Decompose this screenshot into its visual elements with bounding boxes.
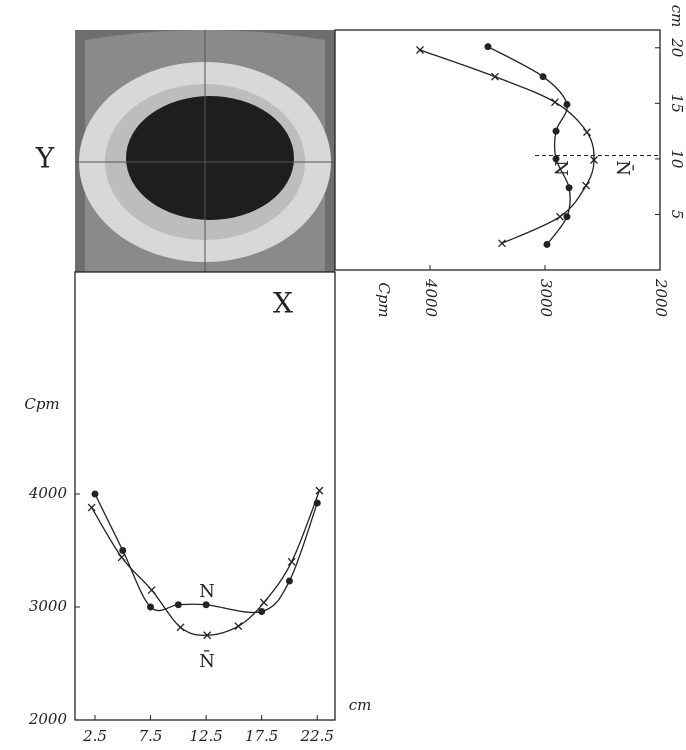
axis-label: Cpm [24,395,59,413]
y-tick-label: 10 [668,149,686,169]
dot [258,608,265,615]
dot [119,547,126,554]
axis-label: Cpm [375,282,393,317]
cross [316,487,323,494]
cross [148,587,155,594]
cross [556,213,563,220]
series-line [92,491,320,636]
figure: Y X 4000 3000 2000 5 10 15 20 Cpm cm N N̄ 2.5 7.5 12.… [0,0,686,750]
photo [75,30,335,272]
cross [118,554,125,561]
x-tick-label: 12.5 [189,727,222,745]
axis-label: cm [349,696,372,714]
y-tick-label: 5 [668,210,686,220]
cross [498,240,505,247]
plot-frame [335,30,660,270]
dot [563,101,570,108]
cross [491,73,498,80]
cross [88,504,95,511]
x-tick-label: 7.5 [139,727,163,745]
dot [543,241,550,248]
y-tick-label: 3000 [29,597,68,615]
dot [566,184,573,191]
series-label: N [199,581,215,602]
cross [552,99,559,106]
y-tick-label: 15 [668,94,686,113]
series-label: N [550,160,571,176]
y-tick-label: 4000 [28,484,68,502]
cross [583,129,590,136]
cross [177,624,184,631]
y-tick-label: 20 [668,37,686,58]
dot [286,578,293,585]
x-tick-label: 2000 [652,278,670,318]
dot [203,601,210,608]
series-label: N̄ [199,649,215,672]
x-tick-label: 22.5 [300,727,334,745]
photo-core [126,96,294,220]
y-tick-label: 2000 [28,710,68,728]
x-tick-label: 2.5 [82,727,107,745]
cross [583,182,590,189]
axis-label: cm [668,5,686,28]
x-tick-label: 4000 [422,278,440,318]
cross [235,623,242,630]
dot [563,213,570,220]
x-tick-label: 17.5 [245,727,278,745]
cross [416,47,423,54]
dot [92,491,99,498]
axis-title: X [273,287,293,320]
axis-title: Y [35,142,55,175]
dot [553,128,560,135]
x-tick-label: 3000 [537,279,555,318]
dot [175,601,182,608]
dot [484,43,491,50]
series-label: N̄ [612,160,635,176]
dot [540,73,547,80]
dot [147,604,154,611]
cross [288,558,295,565]
cross [260,599,267,606]
